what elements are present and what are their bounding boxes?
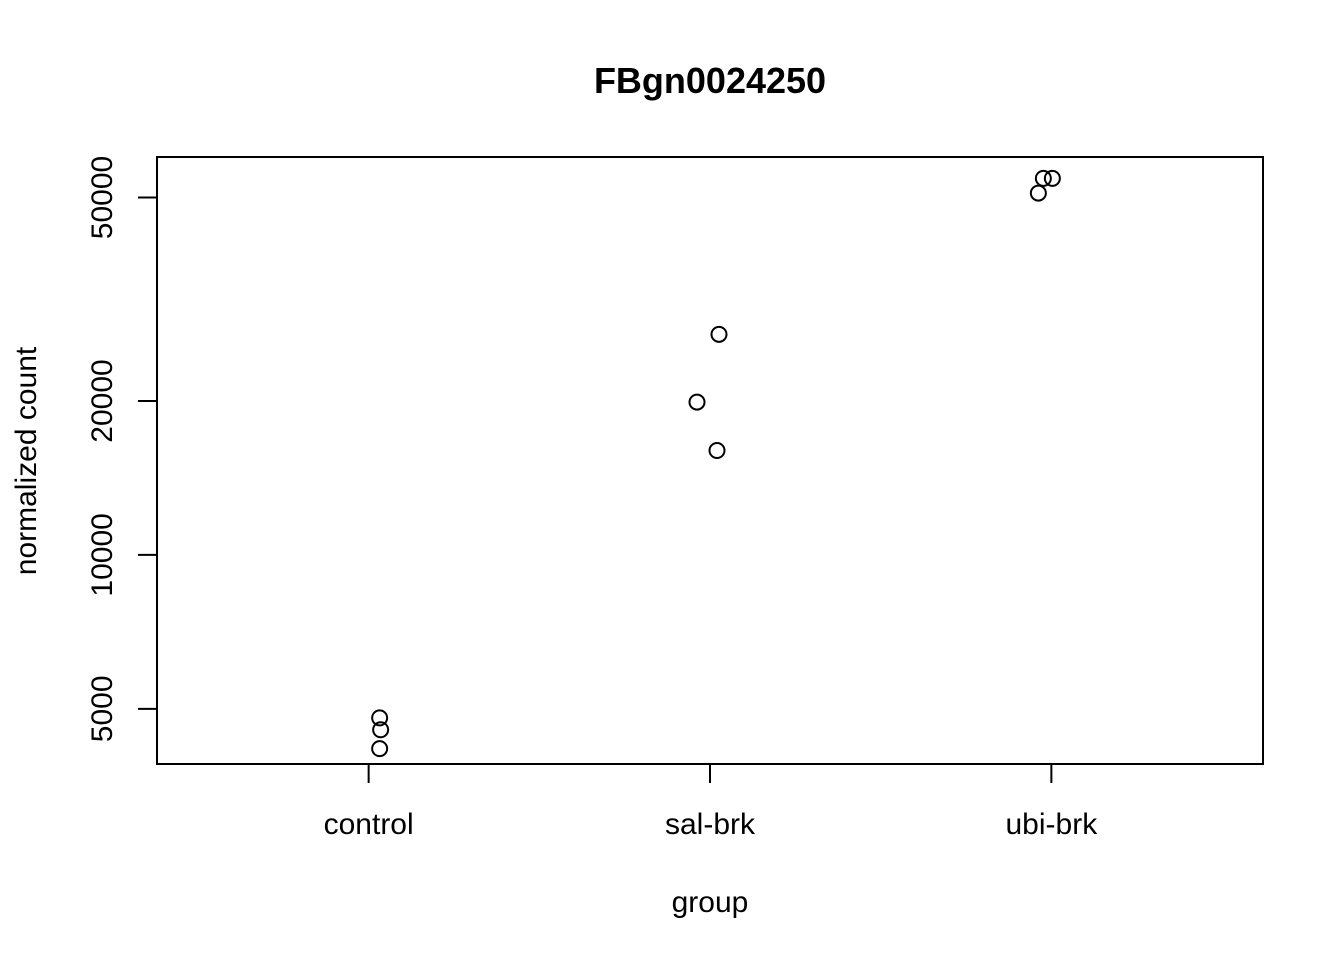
y-axis: 5000 10000 20000 50000 [86, 156, 157, 742]
x-tick-label: sal-brk [665, 808, 756, 841]
plot-frame [156, 156, 1264, 765]
data-point [708, 442, 726, 460]
y-tick-label: 10000 [86, 513, 119, 596]
x-tick-label: ubi-brk [1006, 808, 1099, 841]
x-axis: control sal-brk ubi-brk [324, 764, 1099, 841]
data-point [1034, 169, 1052, 187]
data-point [688, 393, 706, 411]
x-axis-label: group [672, 886, 749, 919]
data-point [710, 325, 728, 343]
data-point [371, 740, 389, 758]
x-tick-label: control [324, 808, 414, 841]
data-points [371, 169, 1061, 758]
y-tick-label: 50000 [86, 156, 119, 239]
data-point [1029, 184, 1047, 202]
chart-title: FBgn0024250 [594, 60, 826, 101]
y-tick-label: 5000 [86, 675, 119, 742]
y-tick-label: 20000 [86, 359, 119, 442]
data-point [371, 709, 389, 727]
data-point [1043, 169, 1061, 187]
y-axis-label: normalized count [10, 346, 43, 575]
data-point [372, 721, 390, 739]
